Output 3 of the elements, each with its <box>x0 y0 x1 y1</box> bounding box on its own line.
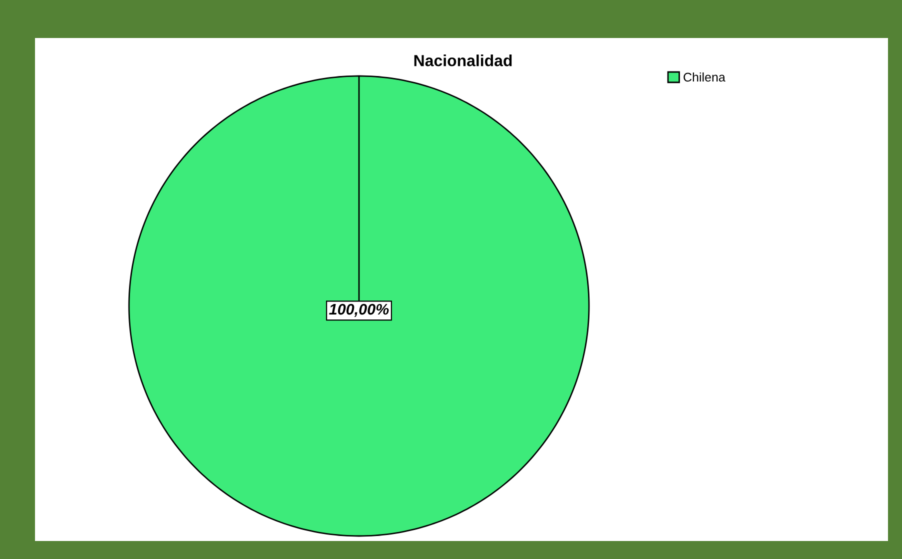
chart-title: Nacionalidad <box>414 54 512 66</box>
data-label: 100,00% <box>329 304 389 317</box>
legend-label: Chilena <box>684 72 726 82</box>
